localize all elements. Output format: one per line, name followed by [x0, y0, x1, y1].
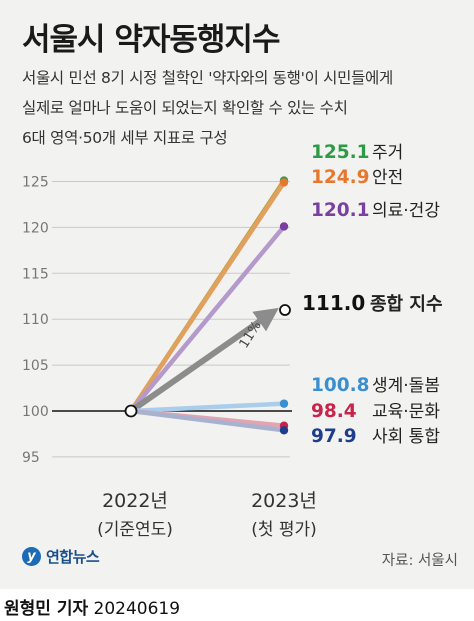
value-label-5: 98.4	[311, 401, 357, 422]
x-sublabel-2023: (첫 평가)	[251, 520, 317, 540]
subtitle-line-3: 6대 영역·50개 세부 지표로 구성	[22, 129, 228, 147]
y-tick-label-120: 120	[22, 220, 49, 236]
series-line-1	[128, 180, 287, 414]
value-label-3: 111.0	[302, 291, 365, 315]
series-name-4: 생계·돌봄	[372, 376, 440, 396]
x-label-2023: 2023년	[251, 490, 317, 512]
series-line-6	[128, 408, 287, 433]
series-line-2	[128, 224, 287, 414]
subtitle-line-1: 서울시 민선 8기 시정 철학인 '약자와의 동행'이 시민들에게	[22, 69, 393, 87]
value-label-6: 97.9	[311, 426, 357, 447]
publish-date: 20240619	[93, 599, 181, 619]
series-name-2: 의료·건강	[372, 201, 440, 221]
end-marker-total	[279, 304, 291, 316]
x-sublabel-2022: (기준연도)	[97, 520, 173, 540]
series-name-1: 안전	[372, 168, 403, 188]
yonhap-logo-icon: y	[22, 547, 41, 566]
footer: 원형민 기자 20240619	[4, 594, 180, 619]
series-line-total	[129, 307, 279, 414]
value-label-0: 125.1	[311, 142, 370, 163]
y-tick-label-125: 125	[22, 175, 49, 191]
series-name-0: 주거	[372, 143, 403, 163]
y-tick-label-105: 105	[22, 358, 49, 374]
value-label-1: 124.9	[311, 167, 370, 188]
page-title: 서울시 약자동행지수	[22, 22, 280, 58]
series-name-3: 종합 지수	[370, 293, 443, 315]
y-tick-label-110: 110	[22, 312, 49, 328]
x-label-2022: 2022년	[102, 490, 168, 512]
value-label-4: 100.8	[311, 375, 370, 396]
source-note: 자료: 서울시	[381, 553, 458, 569]
reporter-name: 원형민 기자	[4, 599, 89, 619]
infographic-card: 서울시 약자동행지수 서울시 민선 8기 시정 철학인 '약자와의 동행'이 시…	[0, 0, 474, 589]
end-marker-4	[279, 399, 289, 408]
y-tick-label-115: 115	[22, 266, 49, 282]
y-tick-label-100: 100	[22, 404, 49, 420]
end-marker-2	[279, 222, 289, 231]
series-name-5: 교육·문화	[372, 402, 440, 422]
end-marker-1	[279, 178, 289, 187]
series-line-4	[128, 401, 287, 414]
yonhap-logo: y 연합뉴스	[22, 546, 100, 567]
value-label-2: 120.1	[311, 200, 370, 221]
series-name-6: 사회 통합	[372, 427, 440, 447]
yonhap-logo-text: 연합뉴스	[46, 548, 100, 566]
start-marker	[124, 404, 138, 418]
y-tick-label-95: 95	[22, 450, 40, 466]
end-marker-6	[279, 426, 289, 435]
subtitle-line-2: 실제로 얼마나 도움이 되었는지 확인할 수 있는 수치	[22, 99, 348, 117]
